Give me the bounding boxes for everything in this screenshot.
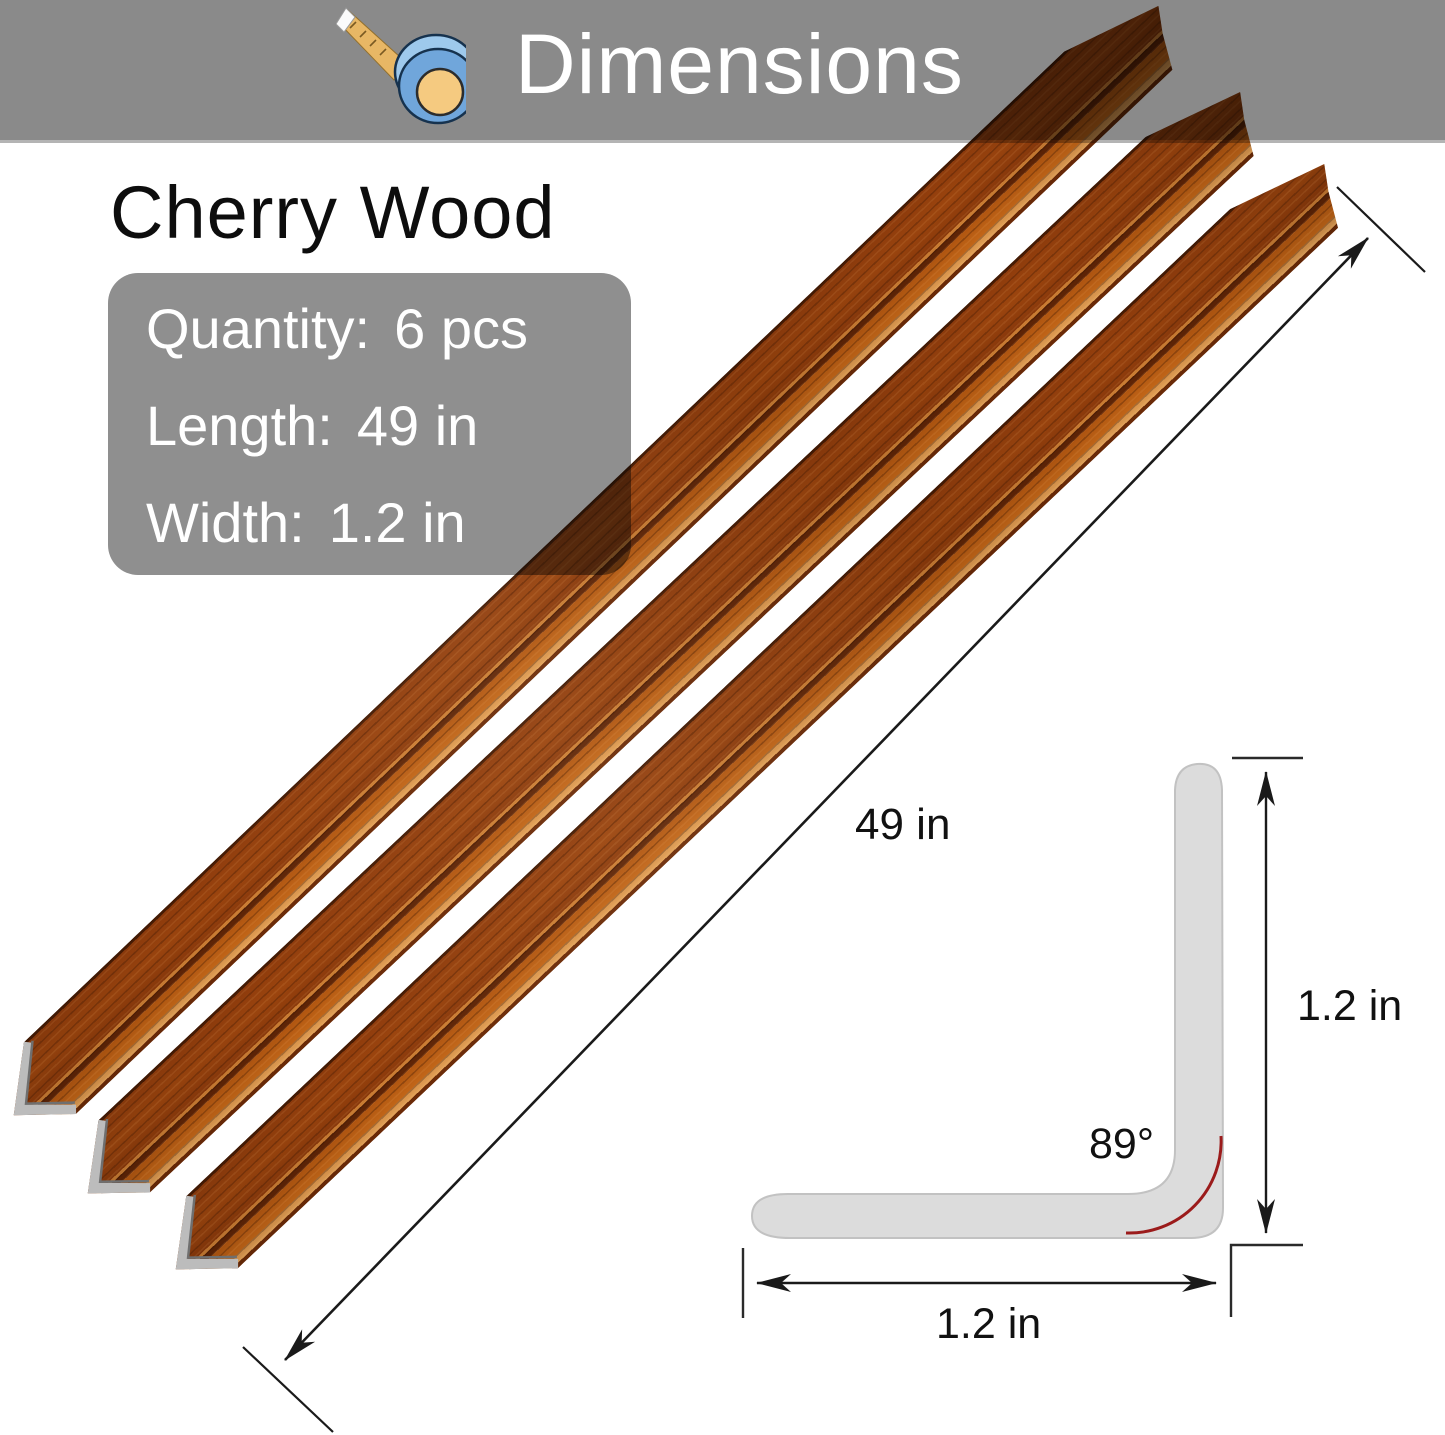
tape-measure-icon (336, 7, 466, 125)
wood-strip-end-chevron (140, 1164, 280, 1304)
spec-value: 49 in (356, 394, 479, 457)
spec-row-quantity: Quantity: 6 pcs (108, 280, 631, 377)
header-bar (0, 0, 1445, 143)
spec-value: 1.2 in (328, 491, 466, 554)
spec-row-length: Length: 49 in (108, 377, 631, 474)
vertical-dimension (1229, 756, 1303, 1317)
spec-rows: Quantity: 6 pcs Length: 49 in Width: 1.2… (108, 280, 631, 571)
spec-label: Width: (146, 491, 305, 554)
cross-section-angle-label: 89° (1089, 1120, 1155, 1168)
wood-strip-end-chevron (52, 1089, 192, 1228)
wood-strip (140, 141, 1363, 1304)
page-title: Dimensions (515, 17, 964, 111)
wood-strip (0, 0, 1197, 1150)
spec-label: Quantity: (146, 297, 371, 360)
cross-section-horizontal-label: 1.2 in (936, 1300, 1042, 1348)
product-material-title: Cherry Wood (110, 171, 556, 254)
wood-strip (52, 69, 1279, 1228)
length-dimension-label: 49 in (855, 800, 951, 849)
spec-row-width: Width: 1.2 in (108, 474, 631, 571)
spec-value: 6 pcs (394, 297, 528, 360)
spec-label: Length: (146, 394, 333, 457)
wood-strip-end-chevron (0, 1010, 118, 1150)
cross-section-vertical-label: 1.2 in (1297, 982, 1403, 1030)
